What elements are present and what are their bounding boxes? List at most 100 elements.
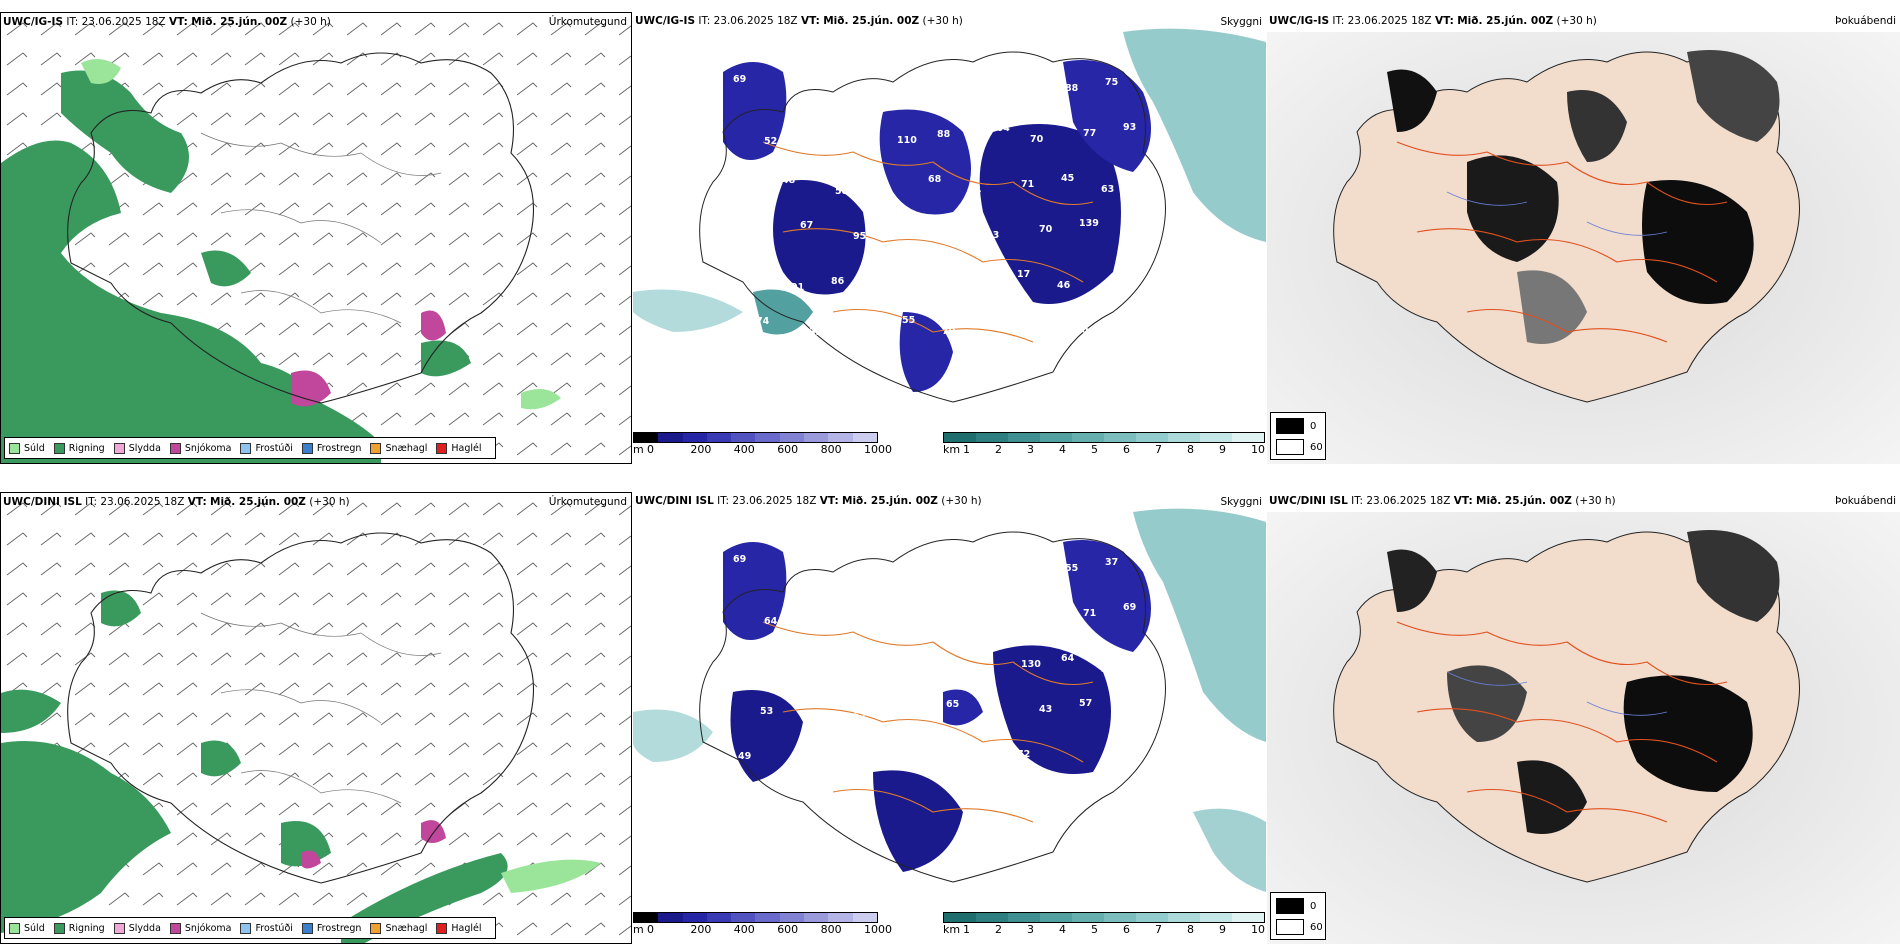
colorbar-swatch	[804, 913, 829, 922]
fog-legend-item: 0	[1276, 418, 1325, 434]
cloud-height-label: 66	[1035, 314, 1049, 325]
cloud-height-label: 86	[875, 660, 889, 671]
colorbar-swatch	[658, 913, 683, 922]
legend-label: 60	[1310, 441, 1323, 453]
colorbar-swatch	[706, 913, 732, 922]
colorbar-tick: 2	[995, 443, 1002, 456]
colorbar-tick: 600	[777, 443, 799, 456]
colorbar-swatch	[1104, 433, 1136, 442]
fog-legend-item: 0	[1276, 898, 1325, 914]
cloud-height-label: 81	[972, 558, 985, 569]
panel-title: Skyggni	[1220, 496, 1263, 508]
precip-legend-item: Rigning	[53, 922, 105, 934]
cloud-height-label: 86	[897, 615, 911, 626]
cloud-height-label: 88	[937, 609, 951, 620]
legend-label: Súld	[24, 922, 45, 934]
cloud-height-label: 67	[928, 654, 941, 665]
precip-legend: Súld Rigning Slydda Snjókoma Frostúði Frostre…	[4, 917, 496, 939]
legend-label: Haglél	[451, 442, 482, 454]
colorbar-swatch	[852, 433, 877, 442]
cloud-height-label: 58	[879, 570, 893, 581]
cloud-height-label: 68	[928, 174, 942, 185]
cloud-height-label: 51	[800, 700, 813, 711]
fog-legend: 0 60	[1270, 412, 1326, 460]
cloud-height-label: 39	[786, 565, 799, 576]
colorbar-swatch	[1168, 433, 1200, 442]
cloud-height-label: 71	[1021, 179, 1034, 190]
cloud-height-label: 64	[764, 616, 778, 627]
legend-label: Frostúði	[255, 442, 293, 454]
legend-label: Snæhagl	[385, 442, 428, 454]
colorbar-tick: 800	[820, 443, 842, 456]
panel-header: UWC/IG-IS IT: 23.06.2025 18Z VT: Mið. 25…	[3, 16, 331, 28]
cloud-height-label: 57	[1079, 698, 1092, 709]
cloud-height-label: 93	[1123, 122, 1136, 133]
legend-swatch	[1276, 418, 1304, 434]
legend-swatch	[370, 922, 382, 934]
precip-legend-item: Haglél	[436, 922, 482, 934]
cloud-height-label: 29	[964, 755, 977, 766]
cloud-height-label: 63	[738, 271, 751, 282]
cloud-height-label: 57	[879, 90, 892, 101]
precip-legend-item: Haglél	[436, 442, 482, 454]
legend-label: Rigning	[68, 442, 105, 454]
cloud-height-label: 72	[1017, 749, 1030, 760]
cloud-height-label: 84	[968, 185, 982, 196]
legend-swatch	[9, 922, 20, 934]
fog-map	[1267, 512, 1900, 944]
cloud-height-label: 116	[742, 661, 762, 672]
cloud-height-label: 139	[1079, 218, 1099, 229]
panel-title: Úrkomutegund	[548, 16, 627, 28]
colorbar-swatch	[658, 433, 683, 442]
colorbar-tick: 1	[963, 923, 970, 936]
colorbar-tick: 0	[647, 443, 654, 456]
cloud-height-label: 33	[972, 78, 985, 89]
legend-swatch	[1276, 919, 1304, 935]
cloud-height-label: 69	[733, 74, 746, 85]
legend-label: Slydda	[128, 922, 161, 934]
colorbar-tick: 9	[1219, 923, 1226, 936]
legend-swatch	[240, 442, 252, 454]
cloud-panel-top: UWC/IG-IS IT: 23.06.2025 18Z VT: Mið. 25…	[633, 12, 1266, 464]
cloud-height-label: 64	[1061, 653, 1075, 664]
colorbar-swatch	[731, 433, 756, 442]
colorbar-unit: km	[943, 923, 961, 936]
cloud-height-label: 45	[1061, 173, 1074, 184]
colorbar-swatch	[755, 433, 780, 442]
colorbar-tick: 1000	[864, 443, 892, 456]
cloud-height-label: 70	[1039, 224, 1053, 235]
cloud-height-label: 75	[1105, 77, 1118, 88]
cloud-height-label: 110	[897, 135, 917, 146]
colorbar-tick: 5	[1091, 443, 1098, 456]
legend-swatch	[301, 442, 313, 454]
colorbar-tick: 3	[1027, 443, 1034, 456]
colorbar-swatch	[634, 913, 659, 922]
cloud-height-label: 52	[764, 136, 777, 147]
panel-header: UWC/DINI ISL IT: 23.06.2025 18Z VT: Mið.…	[635, 495, 982, 507]
cloud-height-label: 32	[809, 327, 822, 338]
visibility-colorbar: km 1 2 3 4 5 6 7 8 9 10	[943, 912, 1266, 940]
cloud-height-label: 49	[946, 219, 959, 230]
panel-header: UWC/IG-IS IT: 23.06.2025 18Z VT: Mið. 25…	[1269, 15, 1597, 27]
fog-legend: 0 60	[1270, 892, 1326, 940]
cloud-height-label: 44	[990, 603, 1004, 614]
colorbar-tick: 6	[1123, 443, 1130, 456]
precip-legend-item: Snjókoma	[169, 922, 231, 934]
legend-swatch	[370, 442, 382, 454]
colorbar-swatch	[1136, 433, 1168, 442]
panel-header: UWC/DINI ISL IT: 23.06.2025 18Z VT: Mið.…	[1269, 495, 1616, 507]
colorbar-swatch	[804, 433, 829, 442]
cloud-panel-bottom: UWC/DINI ISL IT: 23.06.2025 18Z VT: Mið.…	[633, 492, 1266, 944]
cloud-height-label: 33	[1101, 664, 1114, 675]
cloud-map: 69 39 54 58 60 81 94 55 37 64 102 75 86 88 44 245 71 69 11…	[633, 508, 1266, 892]
legend-swatch	[1276, 439, 1304, 455]
precip-panel-bottom: UWC/DINI ISL IT: 23.06.2025 18Z VT: Mið.…	[0, 492, 632, 944]
cloud-height-label: 88	[937, 129, 951, 140]
panel-header: UWC/DINI ISL IT: 23.06.2025 18Z VT: Mið.…	[3, 496, 350, 508]
colorbar-swatch	[828, 433, 853, 442]
colorbar-unit: m	[633, 923, 644, 936]
cloud-height-label: 37	[786, 85, 799, 96]
cloud-height-label: 55	[1065, 563, 1078, 574]
precip-legend: Súld Rigning Slydda Snjókoma Frostúði Frostre…	[4, 437, 496, 459]
legend-swatch	[436, 922, 448, 934]
